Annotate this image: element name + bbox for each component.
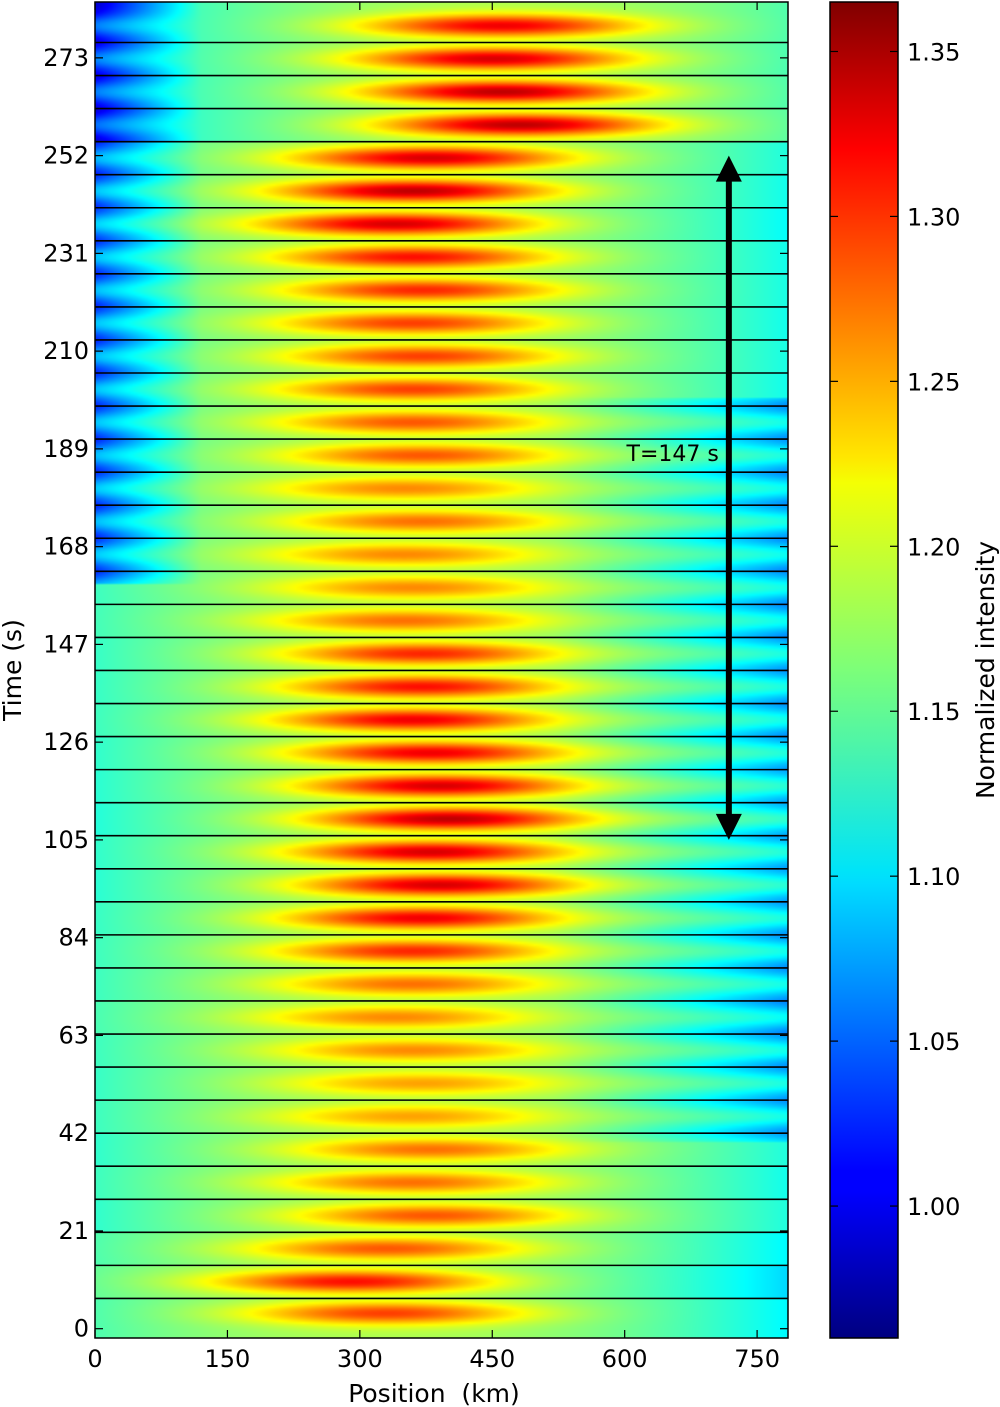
x-tick-label: 0 xyxy=(87,1345,102,1373)
y-tick-label: 147 xyxy=(43,630,89,658)
x-axis-ticks: 0 150 300 450 600 750 xyxy=(87,2,780,1373)
colorbar-ticks: 1.00 1.05 1.10 1.15 1.20 1.25 1.30 1.35 xyxy=(830,38,960,1221)
y-tick-label: 0 xyxy=(74,1315,89,1343)
y-tick-label: 168 xyxy=(43,533,89,561)
x-tick-label: 600 xyxy=(602,1345,648,1373)
period-annotation-label: T=147 s xyxy=(626,442,719,467)
period-annotation: T=147 s xyxy=(626,155,742,840)
y-tick-label: 210 xyxy=(43,337,89,365)
plot-area: 0 150 300 450 600 750 0 21 42 63 84 105 126 147 168 18… xyxy=(0,1,789,1407)
y-tick-label: 273 xyxy=(43,44,89,72)
x-tick-label: 750 xyxy=(734,1345,780,1373)
band-separator-lines xyxy=(95,41,788,1300)
y-tick-label: 252 xyxy=(43,142,89,170)
colorbar-tick-label: 1.35 xyxy=(907,38,960,66)
colorbar-tick-label: 1.15 xyxy=(907,698,960,726)
colorbar-gradient xyxy=(829,1,899,1339)
y-tick-label: 63 xyxy=(58,1021,89,1049)
x-tick-label: 150 xyxy=(205,1345,251,1373)
period-arrow-head-up xyxy=(715,155,742,182)
x-tick-label: 300 xyxy=(337,1345,383,1373)
period-arrow-head-down xyxy=(715,813,742,840)
y-tick-label: 84 xyxy=(58,924,89,952)
y-tick-label: 105 xyxy=(43,826,89,854)
colorbar-tick-label: 1.10 xyxy=(907,863,960,891)
x-axis-label: Position (km) xyxy=(348,1379,520,1407)
colorbar-tick-label: 1.20 xyxy=(907,533,960,561)
y-tick-label: 231 xyxy=(43,239,89,267)
colorbar-tick-label: 1.00 xyxy=(907,1193,960,1221)
colorbar: 1.00 1.05 1.10 1.15 1.20 1.25 1.30 1.35 Normali… xyxy=(829,1,1000,1339)
x-tick-label: 450 xyxy=(469,1345,515,1373)
y-tick-label: 126 xyxy=(43,728,89,756)
y-tick-label: 21 xyxy=(58,1217,89,1245)
y-tick-label: 42 xyxy=(58,1119,89,1147)
colorbar-tick-label: 1.25 xyxy=(907,368,960,396)
plot-frame xyxy=(94,1,789,1339)
y-axis-ticks: 0 21 42 63 84 105 126 147 168 189 210 231 252 273 xyxy=(43,44,788,1343)
colorbar-tick-label: 1.30 xyxy=(907,203,960,231)
colorbar-tick-label: 1.05 xyxy=(907,1028,960,1056)
colorbar-label: Normalized intensity xyxy=(971,541,1000,799)
y-tick-label: 189 xyxy=(43,435,89,463)
y-axis-label: Time (s) xyxy=(0,619,27,722)
